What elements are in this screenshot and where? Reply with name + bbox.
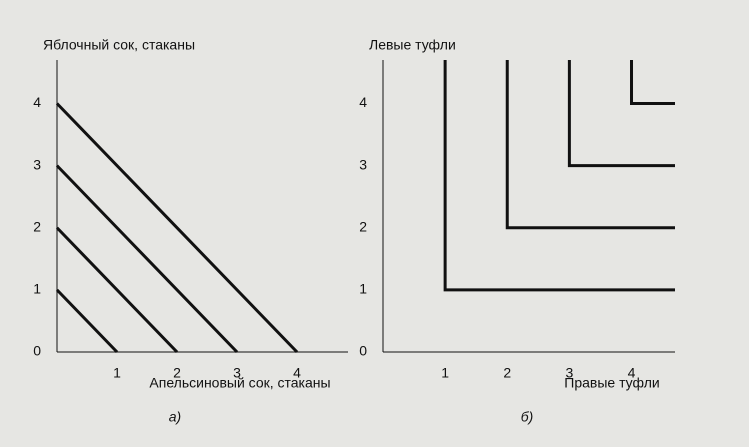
curve (505, 60, 675, 230)
curve (55, 288, 119, 354)
y-tick-label: 4 (359, 94, 367, 110)
y-tick-label: 2 (359, 218, 367, 234)
y-axis-label: Левые туфли (369, 37, 456, 53)
curve (55, 226, 179, 354)
x-tick-label: 3 (565, 365, 573, 381)
y-tick-label: 1 (359, 281, 367, 297)
x-tick-label: 3 (233, 365, 241, 381)
curve (630, 60, 675, 105)
x-axis-label: Правые туфли (564, 375, 659, 391)
x-tick-label: 1 (441, 365, 449, 381)
y-tick-label: 0 (359, 343, 367, 359)
curve (567, 60, 675, 168)
x-axis-label: Апельсиновый сок, стаканы (149, 375, 330, 391)
curve (443, 60, 675, 292)
x-tick-label: 4 (293, 365, 301, 381)
curve (55, 102, 299, 354)
y-tick-label: 2 (33, 218, 41, 234)
curve (55, 164, 239, 354)
caption: б) (521, 409, 534, 425)
y-tick-label: 3 (33, 156, 41, 172)
x-tick-label: 4 (628, 365, 636, 381)
x-tick-label: 1 (113, 365, 121, 381)
x-tick-label: 2 (173, 365, 181, 381)
y-tick-label: 4 (33, 94, 41, 110)
y-tick-label: 0 (33, 343, 41, 359)
caption: а) (169, 409, 181, 425)
y-tick-label: 3 (359, 156, 367, 172)
x-tick-label: 2 (503, 365, 511, 381)
y-axis-label: Яблочный сок, стаканы (43, 37, 195, 53)
y-tick-label: 1 (33, 281, 41, 297)
